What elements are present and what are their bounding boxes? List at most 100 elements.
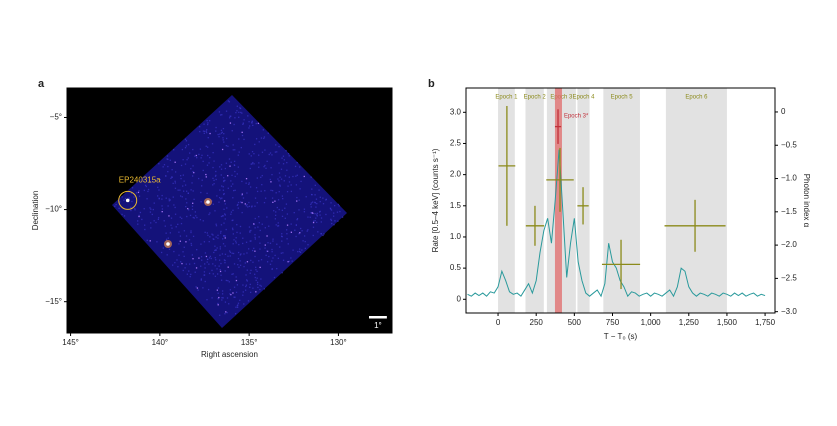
noise [233, 160, 236, 163]
noise [231, 252, 233, 254]
noise [214, 275, 217, 277]
noise [233, 123, 235, 126]
noise [217, 237, 219, 239]
noise [254, 143, 256, 146]
noise [279, 185, 281, 187]
noise [141, 218, 143, 221]
noise [249, 286, 251, 288]
noise [278, 172, 281, 174]
noise [161, 194, 163, 197]
noise [270, 189, 272, 192]
noise [251, 205, 253, 207]
noise [266, 216, 268, 218]
noise [221, 185, 223, 187]
noise [190, 244, 193, 246]
noise [318, 189, 320, 191]
noise [174, 206, 176, 209]
noise [246, 280, 248, 282]
noise [227, 255, 229, 257]
noise [209, 236, 211, 238]
noise [228, 117, 231, 119]
noise [282, 197, 284, 200]
noise [149, 240, 151, 242]
noise [241, 112, 243, 114]
noise [296, 161, 298, 164]
noise [181, 217, 183, 220]
noise [242, 237, 244, 239]
y2-tick-label: −2.0 [781, 240, 797, 249]
noise [181, 196, 183, 198]
epoch-label: Epoch 2 [524, 95, 547, 101]
y-tick-label: 2.0 [450, 170, 462, 179]
noise [179, 216, 181, 218]
noise [145, 185, 147, 188]
noise [242, 284, 244, 286]
noise [310, 203, 312, 206]
noise [246, 203, 248, 206]
noise [224, 214, 227, 216]
noise [267, 242, 269, 244]
noise [292, 249, 294, 251]
x-axis-label: T − T₀ (s) [604, 332, 638, 341]
noise [238, 116, 240, 118]
noise [166, 158, 168, 160]
noise [197, 289, 199, 291]
noise [260, 176, 262, 178]
noise [240, 253, 242, 255]
y2-tick-label: −3.0 [781, 307, 797, 316]
noise [177, 223, 179, 226]
noise [221, 148, 224, 151]
noise [241, 194, 243, 196]
noise [235, 279, 238, 282]
noise [205, 145, 207, 147]
noise [316, 214, 318, 216]
noise [303, 211, 306, 213]
noise [262, 129, 264, 131]
noise [205, 132, 208, 134]
noise [236, 305, 239, 307]
noise [219, 248, 221, 250]
noise [235, 242, 237, 244]
noise [333, 224, 335, 226]
noise [285, 203, 288, 205]
noise [192, 170, 194, 173]
noise [232, 209, 234, 211]
noise [232, 144, 234, 146]
noise [217, 133, 219, 136]
noise [320, 217, 323, 219]
y2-tick-label: 0 [781, 107, 786, 116]
noise [234, 149, 236, 151]
noise [152, 208, 154, 211]
noise [259, 229, 261, 232]
noise [255, 291, 257, 293]
noise [281, 215, 284, 218]
noise [208, 162, 210, 164]
noise [182, 190, 185, 192]
noise [218, 265, 220, 267]
noise [195, 215, 197, 217]
noise [250, 155, 252, 157]
noise [234, 296, 236, 298]
noise [205, 176, 207, 178]
noise [189, 214, 192, 217]
noise [242, 122, 245, 124]
noise [187, 192, 190, 194]
noise [237, 154, 239, 156]
noise [300, 227, 302, 230]
noise [185, 140, 188, 142]
noise [192, 235, 195, 238]
noise [222, 215, 224, 217]
noise [211, 297, 213, 299]
noise [179, 195, 182, 197]
noise [217, 302, 219, 305]
noise [187, 143, 190, 146]
x-tick-label: 500 [568, 318, 582, 327]
x-tick-label: 1,250 [679, 318, 700, 327]
noise [332, 215, 335, 217]
noise [123, 199, 125, 201]
noise [207, 136, 209, 139]
noise [225, 228, 227, 231]
noise [199, 130, 201, 133]
noise [133, 196, 135, 198]
noise [169, 199, 171, 201]
